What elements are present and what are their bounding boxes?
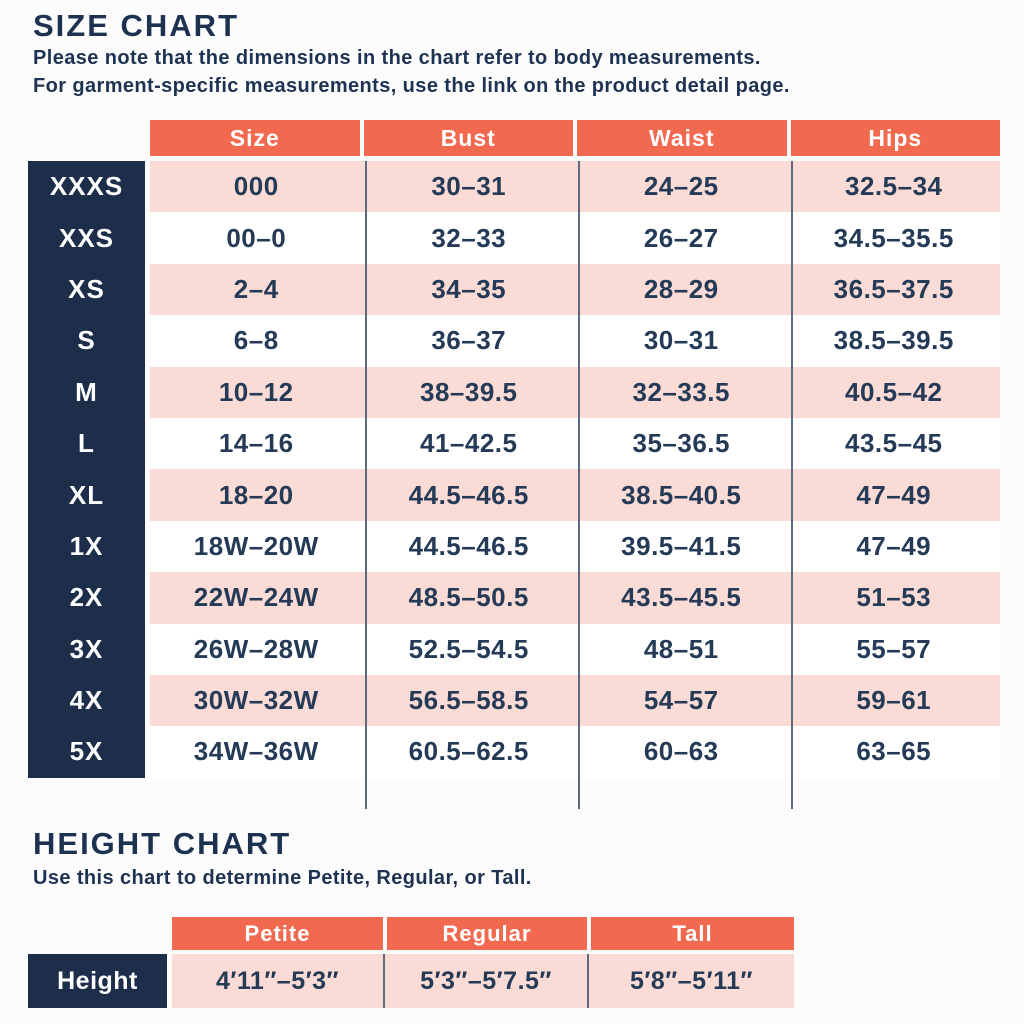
size-chart-body: 000 30–31 24–25 32.5–34 00–0 32–33 26–27… [150, 161, 1000, 778]
column-header-waist: Waist [577, 120, 787, 156]
row-label-3x: 3X [69, 633, 104, 664]
table-row: 14–16 41–42.5 35–36.5 43.5–45 [150, 417, 1000, 470]
cell-size: 2–4 [233, 273, 279, 304]
cell-bust: 30–31 [431, 171, 507, 202]
table-row: 000 30–31 24–25 32.5–34 [150, 161, 1000, 213]
table-row: 22W–24W 48.5–50.5 43.5–45.5 51–53 [150, 572, 1000, 624]
row-label-xxs: XXS [58, 222, 115, 253]
row-label-xl: XL [68, 479, 105, 510]
cell-hips: 32.5–34 [845, 171, 943, 202]
cell-hips: 38.5–39.5 [833, 325, 954, 356]
cell-waist: 26–27 [643, 222, 719, 253]
size-chart-title: SIZE CHART [33, 8, 239, 43]
size-chart-table: Size Bust Waist Hips XXXS XXS XS S M L X… [28, 120, 1000, 809]
row-label-5x: 5X [69, 736, 104, 767]
cell-bust: 52.5–54.5 [408, 633, 529, 664]
cell-hips: 55–57 [856, 633, 932, 664]
cell-bust: 48.5–50.5 [408, 582, 529, 613]
cell-size: 34W–36W [193, 736, 319, 767]
cell-size: 18W–20W [193, 530, 319, 561]
column-header-size: Size [150, 120, 360, 156]
column-header-bust: Bust [363, 120, 573, 156]
cell-waist: 30–31 [643, 325, 719, 356]
row-label-xxxs: XXXS [49, 171, 124, 202]
cell-bust: 34–35 [431, 273, 507, 304]
cell-hips: 47–49 [856, 530, 932, 561]
cell-waist: 43.5–45.5 [621, 582, 742, 613]
table-row: 2–4 34–35 28–29 36.5–37.5 [150, 263, 1000, 316]
cell-waist: 24–25 [643, 171, 719, 202]
row-label-4x: 4X [69, 685, 104, 716]
cell-size: 30W–32W [193, 685, 319, 716]
row-label-s: S [77, 325, 96, 356]
cell-size: 6–8 [233, 325, 279, 356]
column-separator [791, 161, 793, 809]
column-separator [578, 161, 580, 809]
column-header-petite: Petite [172, 917, 383, 950]
height-chart-body-row: 4′11″–5′3″ 5′3″–5′7.5″ 5′8″–5′11″ [172, 954, 794, 1008]
cell-petite-range: 4′11″–5′3″ [216, 966, 339, 995]
cell-hips: 34.5–35.5 [833, 222, 954, 253]
cell-waist: 32–33.5 [632, 376, 730, 407]
cell-bust: 38–39.5 [420, 376, 518, 407]
height-chart-table: Petite Regular Tall Height 4′11″–5′3″ 5′… [28, 917, 1000, 1012]
cell-size: 10–12 [218, 376, 294, 407]
row-label-1x: 1X [69, 530, 104, 561]
cell-bust: 56.5–58.5 [408, 685, 529, 716]
cell-bust: 44.5–46.5 [408, 530, 529, 561]
cell-size: 26W–28W [193, 633, 319, 664]
cell-waist: 60–63 [643, 736, 719, 767]
table-row: 18–20 44.5–46.5 38.5–40.5 47–49 [150, 469, 1000, 521]
cell-hips: 40.5–42 [845, 376, 943, 407]
cell-bust: 60.5–62.5 [408, 736, 529, 767]
column-header-regular: Regular [387, 917, 587, 950]
cell-hips: 43.5–45 [845, 428, 943, 459]
table-row: 30W–32W 56.5–58.5 54–57 59–61 [150, 674, 1000, 727]
cell-hips: 59–61 [856, 685, 932, 716]
cell-bust: 41–42.5 [420, 428, 518, 459]
table-row: 10–12 38–39.5 32–33.5 40.5–42 [150, 366, 1000, 418]
cell-bust: 36–37 [431, 325, 507, 356]
cell-size: 18–20 [218, 479, 294, 510]
size-chart-row-label-column: XXXS XXS XS S M L XL 1X 2X 3X 4X 5X [28, 161, 145, 778]
size-chart-header-row: Size Bust Waist Hips [150, 120, 1000, 156]
cell-waist: 28–29 [643, 273, 719, 304]
size-chart-subtitle-line2: For garment-specific measurements, use t… [33, 75, 790, 97]
size-chart-subtitle: Please note that the dimensions in the c… [33, 44, 790, 100]
height-chart-title: HEIGHT CHART [33, 826, 292, 861]
size-chart-subtitle-line1: Please note that the dimensions in the c… [33, 47, 761, 69]
row-label-xs: XS [68, 273, 105, 304]
row-label-m: M [75, 376, 98, 407]
table-row: 6–8 36–37 30–31 38.5–39.5 [150, 315, 1000, 367]
table-row: 18W–20W 44.5–46.5 39.5–41.5 47–49 [150, 520, 1000, 573]
cell-size: 00–0 [226, 222, 287, 253]
row-label-height: Height [28, 954, 167, 1008]
cell-hips: 51–53 [856, 582, 932, 613]
cell-waist: 54–57 [643, 685, 719, 716]
cell-waist: 48–51 [643, 633, 719, 664]
height-chart-header-row: Petite Regular Tall [172, 917, 794, 950]
table-row: 26W–28W 52.5–54.5 48–51 55–57 [150, 623, 1000, 675]
cell-waist: 35–36.5 [632, 428, 730, 459]
cell-bust: 44.5–46.5 [408, 479, 529, 510]
column-header-tall: Tall [591, 917, 794, 950]
row-label-l: L [78, 428, 95, 459]
cell-size: 000 [233, 171, 279, 202]
cell-tall-range: 5′8″–5′11″ [587, 954, 794, 1008]
cell-size: 14–16 [218, 428, 294, 459]
cell-waist: 38.5–40.5 [621, 479, 742, 510]
cell-hips: 63–65 [856, 736, 932, 767]
table-row: 34W–36W 60.5–62.5 60–63 63–65 [150, 726, 1000, 778]
cell-size: 22W–24W [193, 582, 319, 613]
cell-regular-range: 5′3″–5′7.5″ [383, 954, 587, 1008]
cell-bust: 32–33 [431, 222, 507, 253]
column-separator [365, 161, 367, 809]
height-chart-subtitle: Use this chart to determine Petite, Regu… [33, 867, 532, 889]
table-row: 00–0 32–33 26–27 34.5–35.5 [150, 212, 1000, 264]
row-label-2x: 2X [69, 582, 104, 613]
cell-waist: 39.5–41.5 [621, 530, 742, 561]
cell-hips: 36.5–37.5 [833, 273, 954, 304]
column-header-hips: Hips [790, 120, 1000, 156]
cell-hips: 47–49 [856, 479, 932, 510]
